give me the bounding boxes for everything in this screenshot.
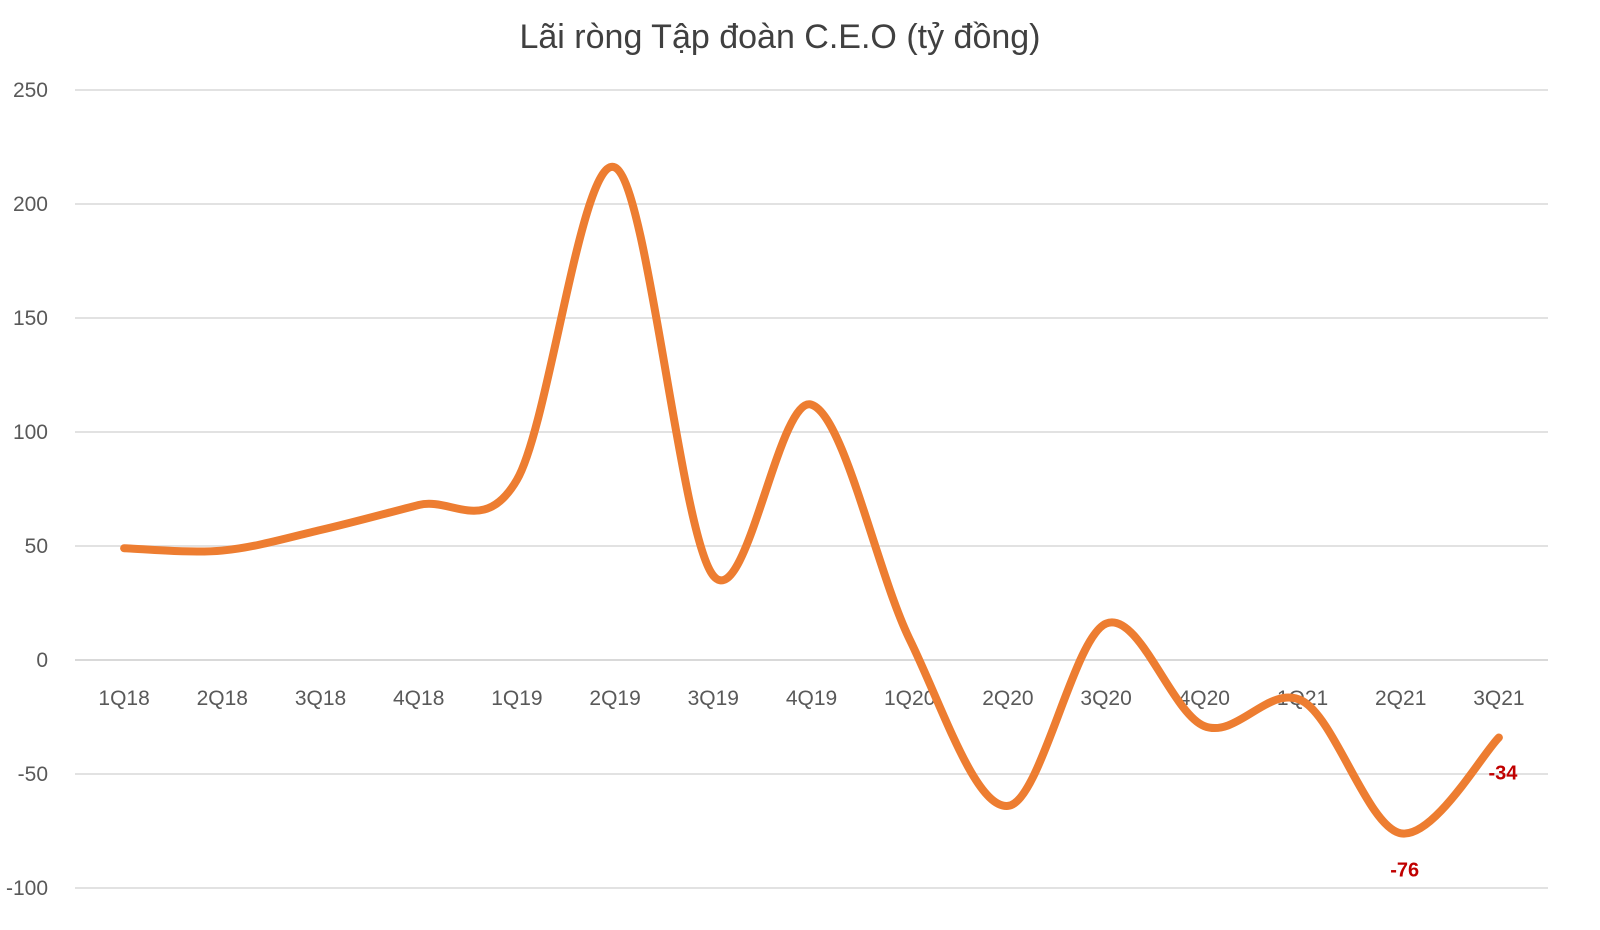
x-tick-label: 2Q19 [589,687,640,710]
y-tick-label: -50 [18,763,48,786]
x-tick-label: 2Q18 [197,687,248,710]
x-tick-label: 1Q19 [491,687,542,710]
x-axis: 1Q18 2Q18 3Q18 4Q18 1Q19 2Q19 3Q19 4Q19 1Q20 2Q20… [98,687,1524,710]
x-tick-label: 3Q19 [688,687,739,710]
y-tick-label: 250 [13,79,48,102]
y-tick-label: 200 [13,193,48,216]
x-tick-label: 2Q20 [982,687,1033,710]
x-tick-label: 1Q20 [884,687,935,710]
x-tick-label: 4Q18 [393,687,444,710]
data-label: -34 [1488,763,1518,785]
x-tick-label: 4Q20 [1179,687,1230,710]
y-tick-label: 50 [25,535,48,558]
y-tick-label: 150 [13,307,48,330]
x-tick-label: 3Q20 [1080,687,1131,710]
data-labels: -76 -34 [1390,763,1518,882]
y-tick-label: 0 [36,649,48,672]
gridlines [75,89,1548,889]
chart-title: Lãi ròng Tập đoàn C.E.O (tỷ đồng) [519,18,1040,56]
series-line [120,163,1503,838]
y-tick-label: 100 [13,421,48,444]
y-axis: 250 200 150 100 50 0 -50 -100 [6,79,48,900]
x-tick-label: 4Q19 [786,687,837,710]
x-tick-label: 1Q18 [98,687,149,710]
series [120,163,1503,838]
x-tick-label: 3Q18 [295,687,346,710]
x-tick-label: 2Q21 [1375,687,1426,710]
y-tick-label: -100 [6,877,48,900]
data-label: -76 [1390,859,1419,881]
x-tick-label: 3Q21 [1473,687,1524,710]
